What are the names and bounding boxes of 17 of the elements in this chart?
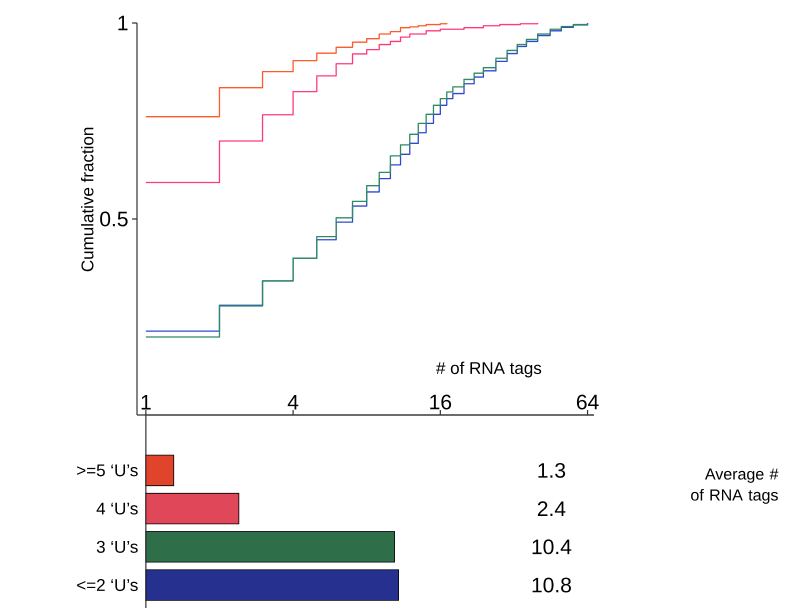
text: Average # of RNA tags — [691, 468, 778, 504]
data-label: 2.4 — [538, 501, 566, 516]
y-tick-label: 4 ‘U’s — [96, 502, 138, 515]
data-label: 1.3 — [538, 462, 566, 478]
y-tick-label: >=5 ‘U’s — [77, 464, 138, 476]
x-tick-label: 1 — [142, 395, 151, 410]
y-tick-label: 1 — [118, 16, 128, 30]
x-tick-label: 16 — [430, 394, 452, 410]
x-tick-label: 64 — [576, 394, 599, 410]
x-axis-title: # of RNA tags — [436, 362, 542, 378]
y-tick-label: 0.5 — [100, 212, 128, 226]
data-label: 10.8 — [532, 578, 571, 592]
y-tick-label: <=2 ‘U’s — [77, 579, 138, 592]
x-tick-label: 4 — [288, 395, 298, 410]
data-label: 10.4 — [532, 539, 572, 554]
y-axis-title: Cumulative fraction — [80, 128, 94, 272]
y-tick-label: 3 ‘U’s — [96, 540, 138, 553]
